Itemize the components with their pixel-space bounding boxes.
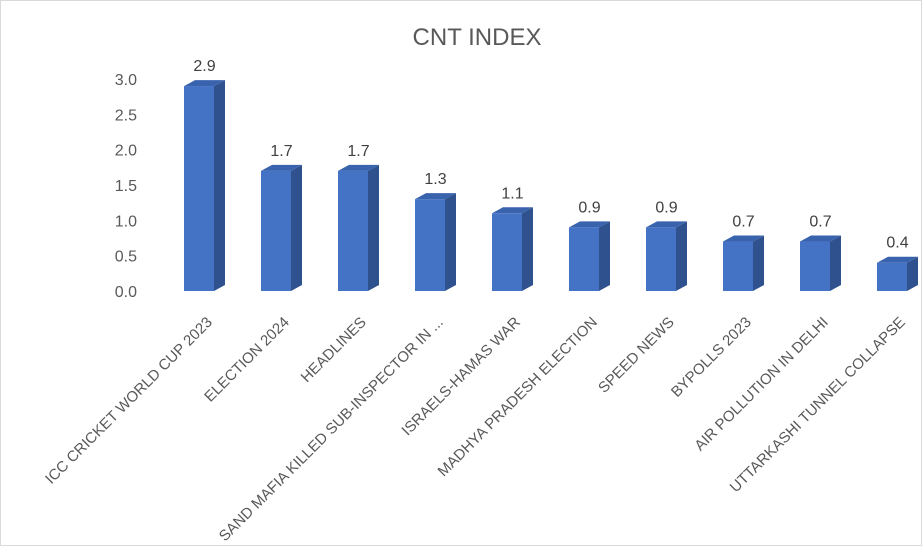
bar-side [291,164,302,291]
y-tick-label: 2.0 [115,143,137,160]
bar-top [415,193,456,200]
bar-front [415,199,445,291]
bar [646,221,687,291]
bar-front [877,262,907,291]
bar-side [214,80,225,291]
y-tick-label: 2.5 [115,107,137,124]
bar-front [184,86,214,291]
bar-top [261,164,302,171]
data-label: 0.7 [809,214,831,231]
bar [877,256,918,291]
category-label: ICC CRICKET WORLD CUP 2023 [42,314,216,488]
chart-title: CNT INDEX [413,24,542,51]
bar-side [445,193,456,291]
bar-side [676,221,687,291]
bar-side [368,164,379,291]
category-label: SPEED NEWS [595,314,678,397]
bar-top [492,207,533,214]
data-label: 0.9 [655,199,677,216]
bars [184,80,918,291]
bar-side [753,235,764,291]
bar [261,164,302,291]
category-label: MADHYA PRADESH ELECTION [435,314,601,480]
bar-top [646,221,687,228]
y-tick-label: 1.5 [115,178,137,195]
bar [800,235,841,291]
bar-front [261,170,291,291]
category-label: UTTARKASHI TUNNEL COLLAPSE [727,314,909,496]
bar-top [877,256,918,263]
bar [415,193,456,291]
data-label: 1.7 [347,143,369,160]
data-label: 0.9 [578,199,600,216]
bar-front [800,241,830,291]
category-label: AIR POLLUTION IN DELHI [691,314,832,455]
bar-side [907,256,918,291]
bar [723,235,764,291]
category-label: HEADLINES [298,314,370,386]
bar-top [184,80,225,87]
bar [492,207,533,291]
bar-top [338,164,379,171]
data-labels: 2.9 1.7 1.7 1.3 1.1 0.9 0.9 0.7 0.7 0.4 [193,58,908,252]
y-tick-label: 1.0 [115,213,137,230]
bar-front [492,213,522,291]
y-tick-label: 3.0 [115,72,137,89]
bar-top [569,221,610,228]
data-label: 0.4 [886,235,908,252]
data-label: 1.7 [270,143,292,160]
bar-top [723,235,764,242]
bar-front [569,227,599,291]
bar-front [338,170,368,291]
data-label: 1.3 [424,171,446,188]
data-label: 0.7 [732,214,754,231]
bar-front [723,241,753,291]
category-label: BYPOLLS 2023 [668,314,755,401]
bar [338,164,379,291]
category-label: ELECTION 2024 [201,314,293,406]
bar-side [522,207,533,291]
data-label: 2.9 [193,58,215,75]
bar-side [830,235,841,291]
y-tick-label: 0.5 [115,249,137,266]
y-tick-label: 0.0 [115,284,137,301]
bar [184,80,225,291]
bar [569,221,610,291]
bar-front [646,227,676,291]
bar-top [800,235,841,242]
bar-side [599,221,610,291]
y-axis: 0.0 0.5 1.0 1.5 2.0 2.5 3.0 [115,72,137,301]
data-label: 1.1 [501,185,523,202]
